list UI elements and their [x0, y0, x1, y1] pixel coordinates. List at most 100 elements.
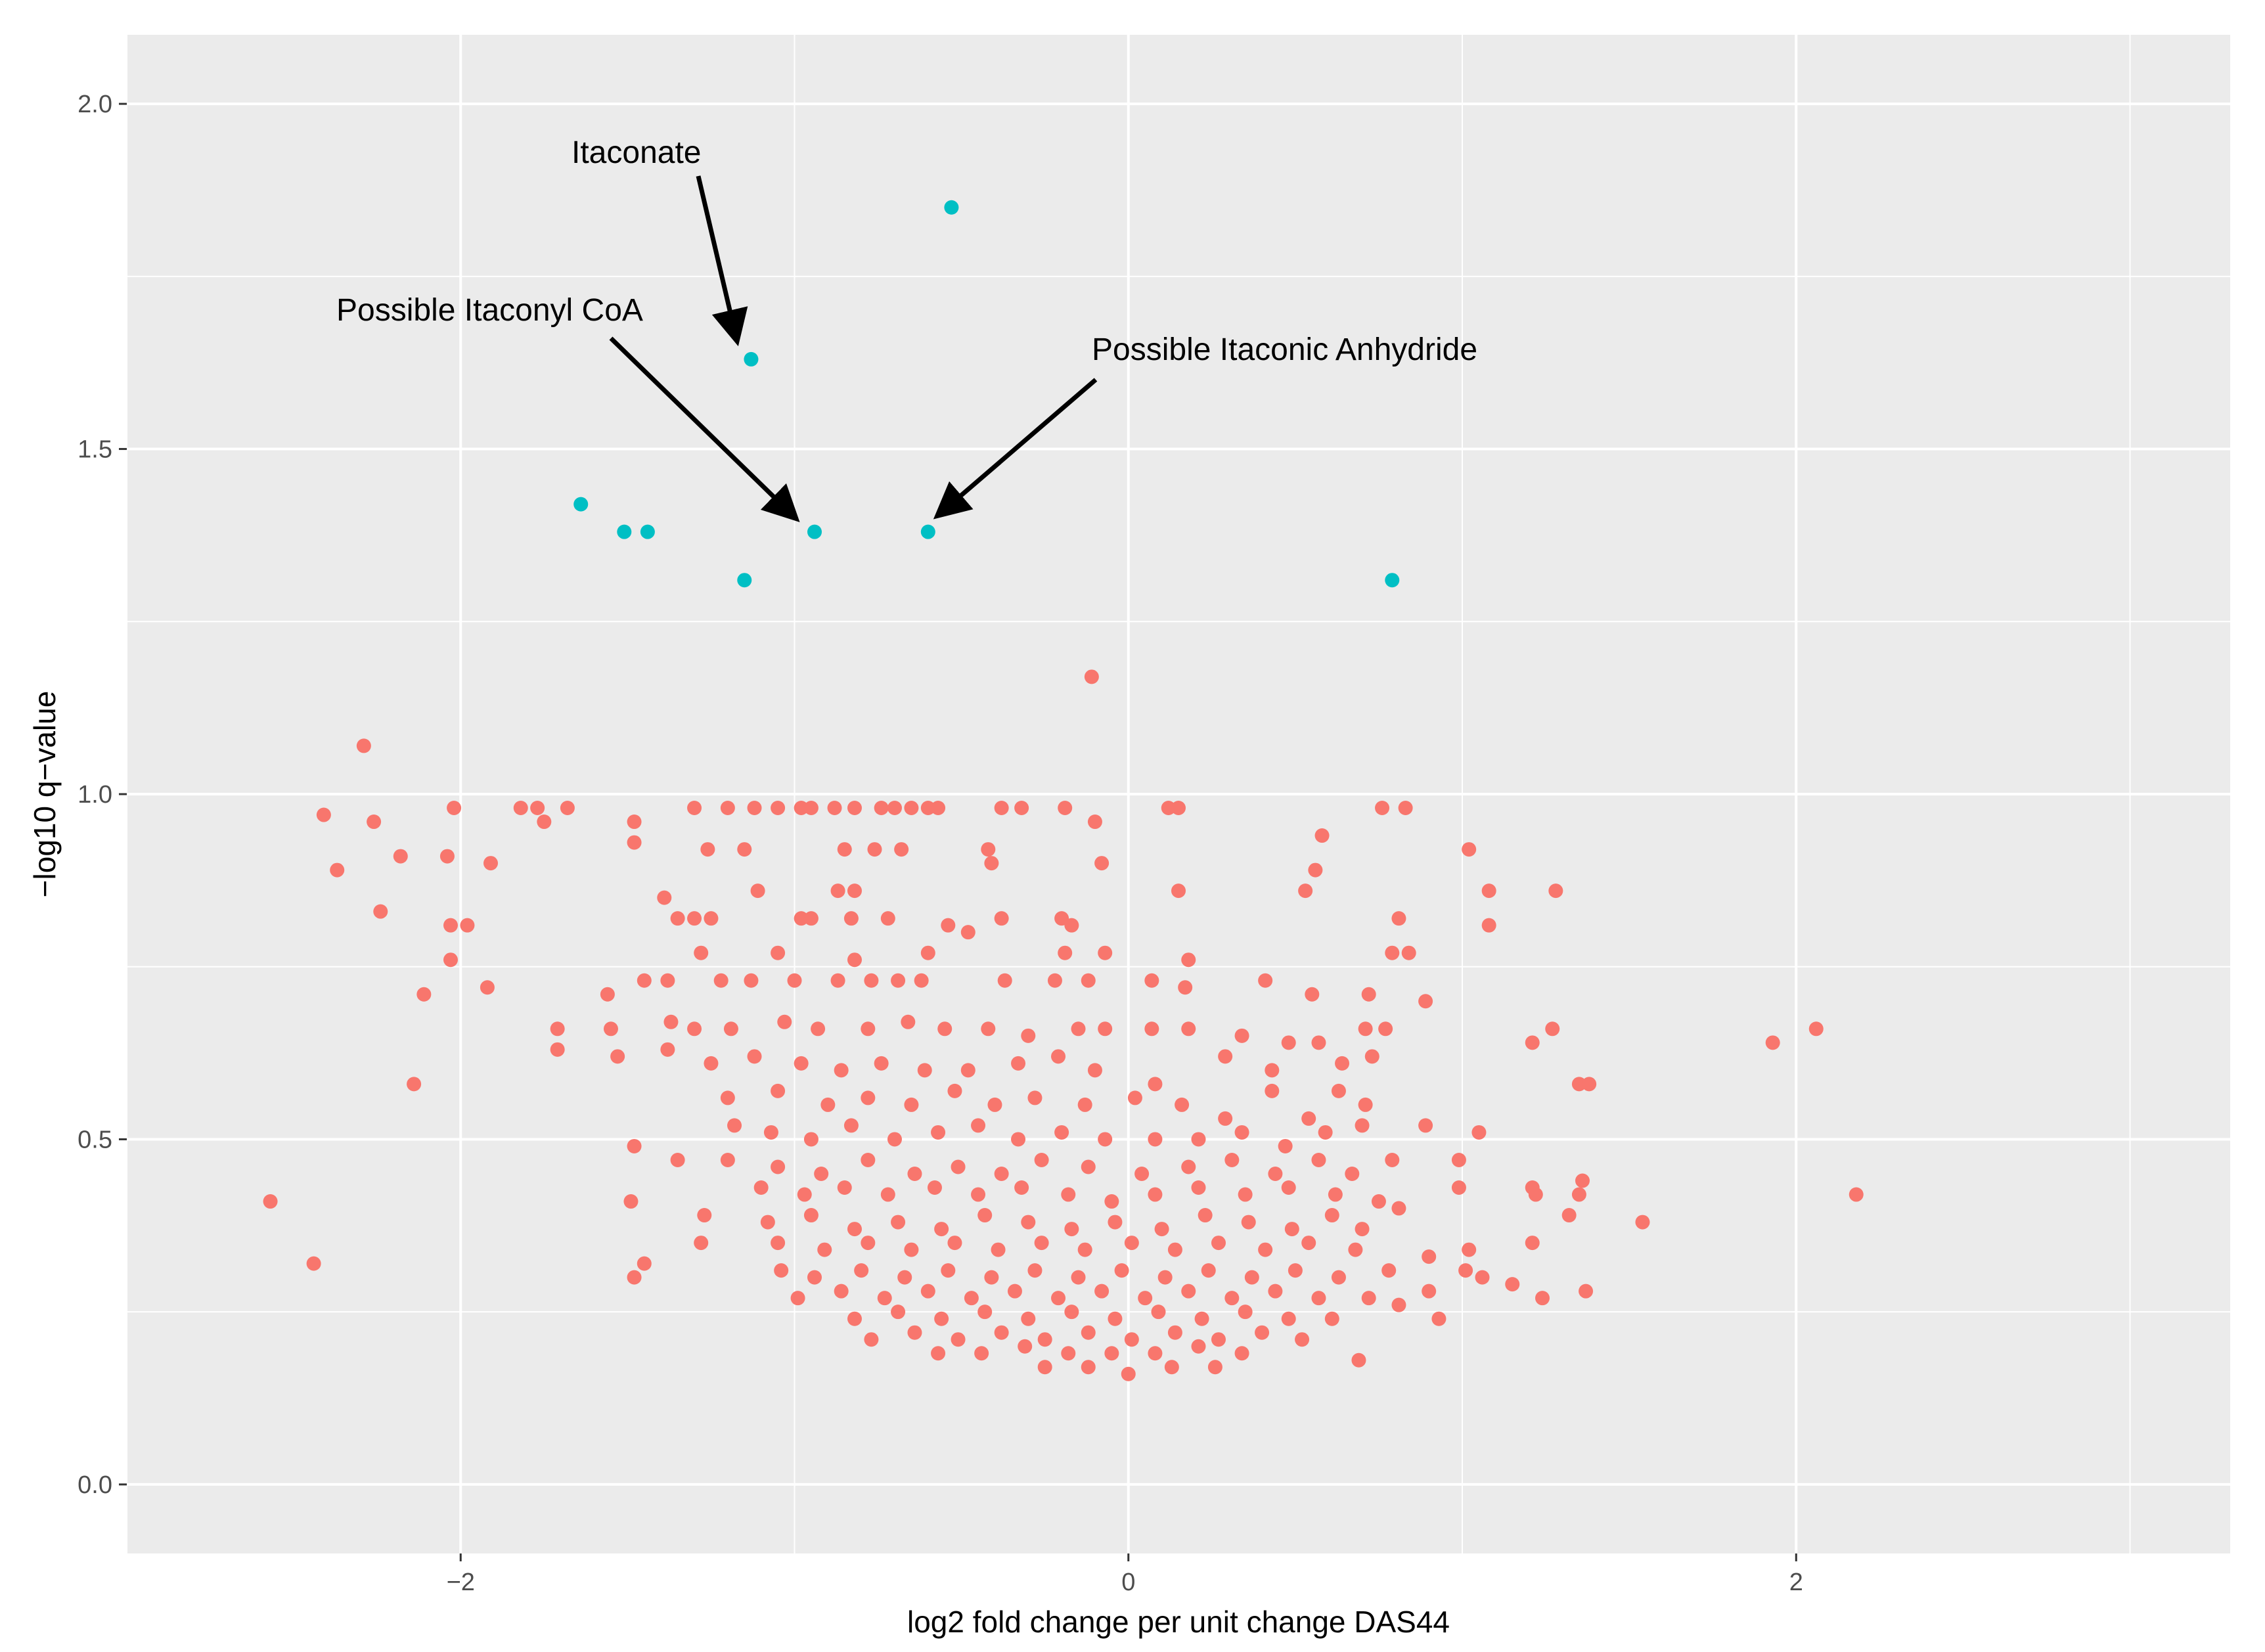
- non-significant-point: [753, 1180, 769, 1195]
- non-significant-point: [1331, 1270, 1346, 1285]
- non-significant-point: [1148, 1132, 1163, 1147]
- non-significant-point: [1528, 1187, 1543, 1202]
- non-significant-point: [1364, 1049, 1379, 1064]
- non-significant-point: [1194, 1311, 1209, 1326]
- non-significant-point: [744, 973, 759, 988]
- non-significant-point: [790, 1291, 805, 1306]
- non-significant-point: [1371, 1194, 1386, 1209]
- non-significant-point: [1571, 1187, 1586, 1202]
- non-significant-point: [1018, 1339, 1033, 1354]
- non-significant-point: [960, 1063, 976, 1078]
- non-significant-point: [1244, 1270, 1259, 1285]
- significant-point: [920, 524, 935, 539]
- annotation-label-itaconyl-coa: Possible Itaconyl CoA: [336, 293, 643, 328]
- axis-ticks: −2 0 2 0.0 0.5 1.0 1.5 2.0: [78, 91, 1803, 1596]
- non-significant-point: [687, 801, 702, 816]
- non-significant-point: [867, 842, 882, 857]
- non-significant-point: [803, 801, 819, 816]
- non-significant-point: [1104, 1194, 1119, 1209]
- non-significant-point: [1127, 1090, 1142, 1105]
- non-significant-point: [513, 801, 528, 816]
- non-significant-point: [1765, 1035, 1780, 1050]
- non-significant-point: [1582, 1077, 1597, 1092]
- non-significant-point: [907, 1167, 922, 1181]
- non-significant-point: [1064, 1305, 1079, 1320]
- non-significant-point: [416, 987, 432, 1002]
- x-axis-title: log2 fold change per unit change DAS44: [907, 1605, 1450, 1639]
- non-significant-point: [901, 1014, 916, 1029]
- non-significant-point: [480, 980, 495, 995]
- x-tick-label: −2: [447, 1569, 475, 1596]
- non-significant-point: [1451, 1180, 1466, 1195]
- non-significant-point: [864, 1332, 879, 1347]
- non-significant-point: [1258, 973, 1273, 988]
- significant-point: [737, 573, 752, 588]
- non-significant-point: [847, 1311, 862, 1326]
- non-significant-point: [904, 1097, 919, 1112]
- non-significant-point: [1087, 1063, 1102, 1078]
- non-significant-point: [1037, 1332, 1052, 1347]
- non-significant-point: [610, 1049, 625, 1064]
- non-significant-point: [1398, 801, 1413, 816]
- non-significant-point: [794, 801, 809, 816]
- non-significant-point: [627, 835, 642, 850]
- non-significant-point: [1348, 1242, 1363, 1257]
- non-significant-point: [981, 1021, 996, 1037]
- non-significant-point: [920, 945, 935, 960]
- non-significant-point: [931, 1346, 946, 1361]
- non-significant-point: [603, 1021, 618, 1037]
- non-significant-point: [1144, 1021, 1159, 1037]
- non-significant-point: [1138, 1291, 1153, 1306]
- non-significant-point: [1234, 1125, 1249, 1140]
- non-significant-point: [1345, 1167, 1360, 1181]
- non-significant-point: [670, 1152, 685, 1167]
- non-significant-point: [1021, 1028, 1036, 1043]
- non-significant-point: [1324, 1311, 1339, 1326]
- non-significant-point: [960, 925, 976, 940]
- non-significant-point: [1255, 1325, 1270, 1340]
- non-significant-point: [1808, 1021, 1824, 1037]
- non-significant-point: [1021, 1311, 1036, 1326]
- non-significant-point: [1034, 1152, 1049, 1167]
- non-significant-point: [1308, 862, 1323, 878]
- non-significant-point: [1355, 1118, 1370, 1133]
- non-significant-point: [747, 801, 762, 816]
- non-significant-point: [891, 1215, 906, 1230]
- non-significant-point: [1071, 1270, 1086, 1285]
- non-significant-point: [981, 842, 996, 857]
- non-significant-point: [1061, 1187, 1076, 1202]
- non-significant-point: [483, 856, 498, 871]
- non-significant-point: [627, 1138, 642, 1153]
- non-significant-point: [263, 1194, 278, 1209]
- non-significant-point: [984, 1270, 999, 1285]
- non-significant-point: [834, 1284, 849, 1299]
- non-significant-point: [460, 918, 475, 933]
- non-significant-point: [1265, 1083, 1280, 1098]
- non-significant-point: [763, 1125, 778, 1140]
- non-significant-point: [1181, 1159, 1196, 1174]
- non-significant-point: [847, 801, 862, 816]
- annotation-arrow-itaconyl-coa: [609, 336, 800, 522]
- non-significant-point: [637, 1256, 652, 1271]
- non-significant-point: [987, 1097, 1002, 1112]
- annotation-arrow-itaconate: [696, 175, 748, 347]
- non-significant-point: [1355, 1222, 1370, 1237]
- non-significant-point: [771, 945, 786, 960]
- non-significant-point: [1144, 973, 1159, 988]
- non-significant-point: [660, 1042, 675, 1057]
- non-significant-point: [1148, 1187, 1163, 1202]
- non-significant-point: [1081, 973, 1096, 988]
- non-significant-point: [1027, 1263, 1043, 1278]
- non-significant-point: [1178, 980, 1193, 995]
- non-significant-point: [697, 1208, 712, 1223]
- non-significant-point: [920, 1284, 935, 1299]
- non-significant-point: [794, 911, 809, 926]
- x-tick-label: 2: [1789, 1569, 1803, 1596]
- non-significant-point: [720, 1090, 735, 1105]
- non-significant-point: [1451, 1152, 1466, 1167]
- non-significant-point: [880, 911, 895, 926]
- non-significant-point: [843, 911, 859, 926]
- non-significant-point: [904, 801, 919, 816]
- non-significant-point: [951, 1332, 966, 1347]
- non-significant-point: [847, 1222, 862, 1237]
